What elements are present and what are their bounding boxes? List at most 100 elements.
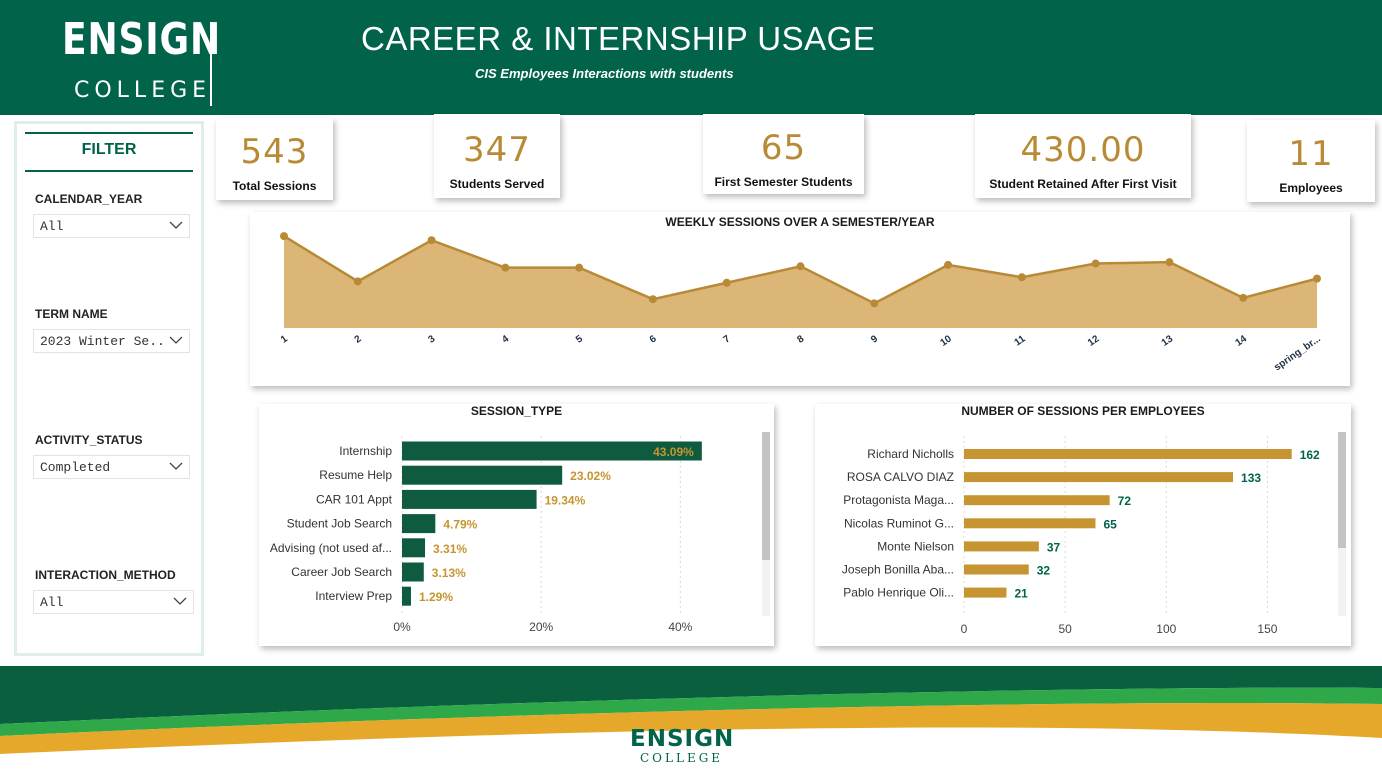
x-tick-label: 2 <box>353 333 364 345</box>
x-tick-label: 10 <box>938 333 954 349</box>
data-point[interactable] <box>575 263 584 272</box>
data-label: 1.29% <box>419 590 453 604</box>
bar[interactable] <box>402 465 563 485</box>
category-label: Career Job Search <box>291 565 392 579</box>
data-label: 162 <box>1300 448 1320 462</box>
area-chart-svg: 1 2 3 4 5 6 7 8 9 10 11 12 13 14 spring_br... <box>279 232 1323 373</box>
bar[interactable] <box>964 518 1096 529</box>
bar[interactable] <box>402 586 411 606</box>
chevron-down-icon <box>169 336 183 344</box>
calendar-year-label: CALENDAR_YEAR <box>35 192 143 206</box>
kpi-card-student-retained[interactable]: 430.00 Student Retained After First Visi… <box>975 114 1191 198</box>
kpi-value: 430.00 <box>1020 130 1146 170</box>
calendar-year-dropdown[interactable]: All <box>33 214 190 238</box>
chevron-down-icon <box>169 221 183 229</box>
category-label: Internship <box>339 444 392 458</box>
scrollbar-thumb[interactable] <box>762 432 770 560</box>
footer-logo-ensign: ENSIGN <box>630 726 735 752</box>
logo-ensign-text: ENSIGN <box>62 14 221 65</box>
bar[interactable] <box>964 587 1007 598</box>
interaction-method-label: INTERACTION_METHOD <box>35 568 176 582</box>
bar[interactable] <box>402 514 436 534</box>
scrollbar-track[interactable] <box>1338 432 1346 616</box>
calendar-year-value: All <box>40 219 64 234</box>
data-point[interactable] <box>501 263 510 272</box>
category-label: Richard Nicholls <box>867 447 954 461</box>
activity-status-value: Completed <box>40 460 111 475</box>
bar[interactable] <box>964 541 1039 552</box>
data-label: 65 <box>1103 517 1117 531</box>
data-point[interactable] <box>1239 293 1248 302</box>
bar[interactable] <box>964 495 1110 506</box>
bar[interactable] <box>964 449 1292 459</box>
data-point[interactable] <box>648 295 657 304</box>
bar[interactable] <box>964 564 1029 575</box>
data-label: 32 <box>1037 564 1051 578</box>
kpi-value: 11 <box>1288 134 1334 174</box>
kpi-label: First Semester Students <box>714 175 853 189</box>
bar[interactable] <box>402 489 537 509</box>
scrollbar-thumb[interactable] <box>1338 432 1346 548</box>
x-tick-label: 6 <box>648 333 659 345</box>
x-tick-label: 13 <box>1160 333 1176 349</box>
session-type-chart: SESSION_TYPE 0% 20% 40% Internship 43.09% Res… <box>259 404 774 646</box>
bar[interactable] <box>964 472 1234 483</box>
data-point[interactable] <box>280 232 288 241</box>
bar[interactable] <box>402 441 702 461</box>
kpi-label: Students Served <box>449 177 545 191</box>
category-label: Advising (not used af... <box>270 541 392 555</box>
x-tick-label: 11 <box>1013 333 1028 348</box>
x-tick-label: 150 <box>1257 622 1277 636</box>
data-label: 21 <box>1014 587 1028 601</box>
data-point[interactable] <box>796 262 805 271</box>
filter-header: FILTER <box>25 132 193 172</box>
data-point[interactable] <box>722 278 731 287</box>
kpi-card-students-served[interactable]: 347 Students Served <box>434 114 560 198</box>
kpi-card-total-sessions[interactable]: 543 Total Sessions <box>216 118 333 200</box>
session-type-svg: 0% 20% 40% Internship 43.09% Resume Help 23.02… <box>270 436 702 634</box>
category-label: Joseph Bonilla Aba... <box>842 563 954 577</box>
x-tick-label: 0% <box>393 620 411 634</box>
term-name-dropdown[interactable]: 2023 Winter Se... <box>33 329 190 353</box>
data-label: 37 <box>1047 540 1061 554</box>
kpi-label: Total Sessions <box>232 179 317 193</box>
header-banner: ENSIGN COLLEGE CAREER & INTERNSHIP USAGE… <box>0 0 1382 115</box>
data-point[interactable] <box>427 236 436 245</box>
interaction-method-dropdown[interactable]: All <box>33 590 194 614</box>
chevron-down-icon <box>173 597 187 605</box>
data-point[interactable] <box>870 299 879 308</box>
kpi-value: 65 <box>760 128 807 168</box>
category-label: Interview Prep <box>315 589 392 603</box>
bar[interactable] <box>402 562 424 582</box>
category-label: CAR 101 Appt <box>316 492 393 506</box>
bar[interactable] <box>402 538 426 558</box>
category-label: Pablo Henrique Oli... <box>843 586 954 600</box>
activity-status-dropdown[interactable]: Completed <box>33 455 190 479</box>
chevron-down-icon <box>169 462 183 470</box>
data-label: 19.34% <box>545 493 586 507</box>
data-point[interactable] <box>353 277 362 286</box>
filter-panel: FILTER CALENDAR_YEAR All TERM NAME 2023 … <box>14 121 204 656</box>
x-tick-label: 1 <box>279 333 290 345</box>
kpi-label: Student Retained After First Visit <box>989 177 1177 191</box>
x-tick-label: 5 <box>574 333 585 345</box>
data-label: 23.02% <box>570 469 611 483</box>
x-tick-label: 8 <box>795 333 806 345</box>
data-point[interactable] <box>1091 259 1100 268</box>
scrollbar-track[interactable] <box>762 432 770 616</box>
data-label: 72 <box>1118 494 1132 508</box>
data-point[interactable] <box>944 260 953 269</box>
data-point[interactable] <box>1165 258 1174 267</box>
footer-banner <box>0 666 1382 776</box>
kpi-label: Employees <box>1279 181 1343 195</box>
data-point[interactable] <box>1313 274 1321 283</box>
data-point[interactable] <box>1017 273 1026 282</box>
area-fill <box>284 236 1317 328</box>
chart-title: SESSION_TYPE <box>470 404 563 418</box>
kpi-card-first-semester[interactable]: 65 First Semester Students <box>703 114 864 194</box>
chart-title: WEEKLY SESSIONS OVER A SEMESTER/YEAR <box>665 215 935 229</box>
x-tick-label: 100 <box>1156 622 1176 636</box>
category-label: Resume Help <box>319 468 392 482</box>
kpi-card-employees[interactable]: 11 Employees <box>1247 120 1375 202</box>
x-tick-label: 40% <box>668 620 692 634</box>
